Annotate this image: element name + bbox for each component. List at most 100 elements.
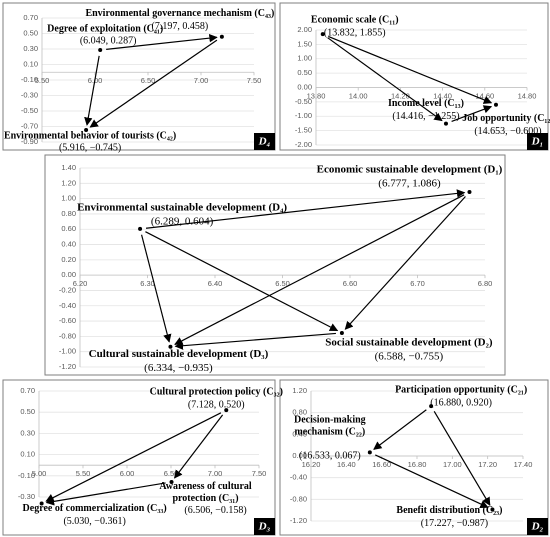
x-tick-label: 5.50 <box>35 76 50 85</box>
panel-badge <box>254 518 275 535</box>
data-point <box>169 479 174 484</box>
y-tick-label: 1.50 <box>297 39 312 48</box>
point-coordinates: (7.128, 0.520) <box>188 399 245 410</box>
y-tick-label: -2.00 <box>295 140 312 149</box>
point-name: Economic sustainable development (D₁) <box>317 164 503 176</box>
x-tick-label: 6.50 <box>141 76 156 85</box>
x-tick-label: 14.00 <box>349 91 368 100</box>
y-tick-label: -0.10 <box>18 471 35 480</box>
x-tick-label: 14.40 <box>433 91 452 100</box>
panel-title: D₃ <box>258 521 271 533</box>
x-tick-label: 16.80 <box>408 460 427 469</box>
y-tick-label: -0.60 <box>59 316 76 325</box>
x-tick-label: 7.00 <box>208 469 223 478</box>
arrow <box>84 55 100 126</box>
point-coordinates: (6.777, 1.086) <box>378 178 441 190</box>
point-coordinates: (16.880, 0.920) <box>430 397 492 408</box>
panel: 0.70 0.50 0.30 0.10 -0.10 -0.30 5.00 5.50 6.00 6.… <box>2 379 283 536</box>
data-point <box>367 450 372 455</box>
arrow <box>145 189 466 229</box>
y-tick-label: 0.00 <box>61 270 76 279</box>
point-name: Social sustainable development (D₂) <box>325 336 493 348</box>
x-tick-label: 17.20 <box>478 460 497 469</box>
arrow <box>174 194 465 345</box>
y-tick-label: 1.20 <box>292 386 307 395</box>
y-tick-label: -0.70 <box>21 121 38 130</box>
y-tick-label: 0.70 <box>23 13 38 22</box>
point-name: Cultural protection policy (C₃₂) <box>150 386 283 397</box>
y-tick-label: 0.10 <box>20 450 35 459</box>
y-tick-label: 0.00 <box>297 82 312 91</box>
point-name: Degree of exploitation (C₄₁) <box>47 23 163 34</box>
x-tick-label: 6.60 <box>343 279 358 288</box>
x-tick-label: 6.80 <box>478 279 493 288</box>
arrow <box>45 482 166 506</box>
point-name: Income level (C₁₃) <box>388 98 464 109</box>
y-tick-label: 1.20 <box>61 178 76 187</box>
y-tick-label: 0.30 <box>23 44 38 53</box>
x-tick-label: 6.00 <box>120 469 135 478</box>
x-tick-label: 6.50 <box>164 469 179 478</box>
x-tick-label: 6.40 <box>208 279 223 288</box>
y-tick-label: 0.70 <box>20 386 35 395</box>
panel: 2.00 1.50 1.00 0.50 0.00 -0.50 -1.00 -1.50 -2.00… <box>279 2 550 151</box>
x-tick-label: 17.40 <box>514 460 533 469</box>
data-point <box>339 330 344 335</box>
y-tick-label: 1.40 <box>61 163 76 172</box>
y-tick-label: 0.50 <box>23 28 38 37</box>
point-name: Degree of commercialization (C₃₃) <box>23 503 167 514</box>
x-tick-label: 6.30 <box>140 279 155 288</box>
y-tick-label: -0.30 <box>18 492 35 501</box>
arrow <box>451 105 493 123</box>
y-tick-label: -1.00 <box>59 347 76 356</box>
panel-badge <box>254 133 275 150</box>
x-tick-label: 16.60 <box>372 460 391 469</box>
arrow <box>145 231 339 332</box>
point-coordinates: (6.289, 0.604) <box>151 215 214 227</box>
y-tick-label: -0.10 <box>21 75 38 84</box>
arrow <box>373 409 427 450</box>
y-tick-label: -1.20 <box>59 362 76 371</box>
point-name: Awareness of cultural <box>159 481 252 492</box>
data-point <box>443 121 448 126</box>
y-tick-label: -1.50 <box>295 126 312 135</box>
x-tick-label: 6.50 <box>275 279 290 288</box>
point-name: Benefit distribution (C₂₃) <box>396 505 502 516</box>
panel-border <box>279 379 549 536</box>
y-tick-label: 0.80 <box>292 408 307 417</box>
y-tick-label: -0.80 <box>290 494 307 503</box>
y-tick-label: -0.20 <box>59 285 76 294</box>
data-point <box>138 226 143 231</box>
panel-title: D₂ <box>531 521 544 533</box>
y-tick-label: -0.90 <box>21 137 38 146</box>
point-coordinates: (5.030, −0.361) <box>63 516 125 527</box>
y-tick-label: 0.40 <box>292 429 307 438</box>
point-coordinates: (14.416, −1.255) <box>392 111 459 122</box>
y-tick-label: -0.50 <box>21 106 38 115</box>
y-tick-label: -0.50 <box>295 97 312 106</box>
arrow <box>89 39 218 128</box>
point-name: protection (C₃₁) <box>172 493 238 504</box>
y-tick-label: -1.20 <box>290 516 307 525</box>
point-coordinates: (6.049, 0.287) <box>80 35 137 46</box>
x-tick-label: 5.50 <box>76 469 91 478</box>
y-tick-label: 0.80 <box>61 209 76 218</box>
arrow <box>45 412 222 502</box>
y-tick-label: -0.40 <box>59 301 76 310</box>
x-tick-label: 6.70 <box>410 279 425 288</box>
x-tick-label: 16.40 <box>337 460 356 469</box>
x-tick-label: 5.00 <box>32 469 47 478</box>
data-point <box>493 102 498 107</box>
y-tick-label: 0.60 <box>61 224 76 233</box>
y-tick-label: 2.00 <box>297 25 312 34</box>
x-tick-label: 14.60 <box>475 91 494 100</box>
point-coordinates: (13.832, 1.855) <box>324 27 386 38</box>
data-point <box>467 190 472 195</box>
y-tick-label: 0.00 <box>292 451 307 460</box>
point-name: Participation opportunity (C₂₁) <box>395 384 527 395</box>
point-coordinates: (5.916, −0.745) <box>59 142 121 153</box>
y-tick-label: -0.30 <box>21 90 38 99</box>
point-name: Cultural sustainable development (D₃) <box>89 348 269 360</box>
x-tick-label: 16.20 <box>302 460 321 469</box>
